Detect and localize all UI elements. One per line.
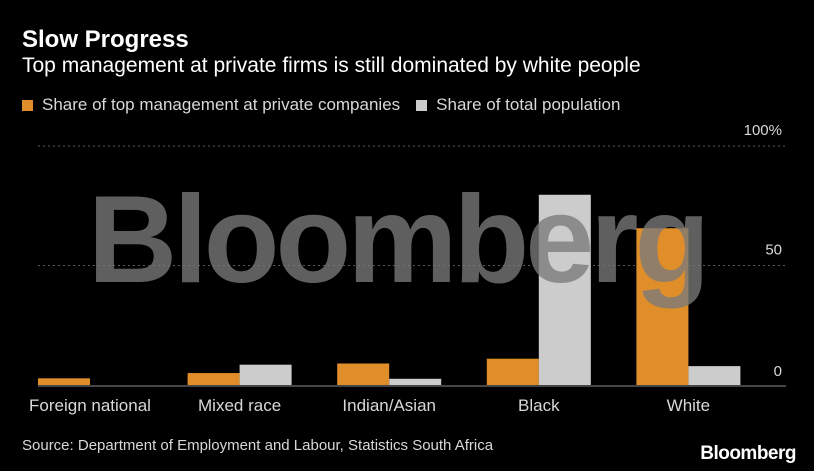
legend-item-management: Share of top management at private compa… — [22, 95, 400, 115]
gridlines: 100% 50 0 — [38, 122, 786, 387]
bar-management-white — [636, 228, 689, 385]
bar-population-white — [688, 366, 741, 385]
legend-item-population: Share of total population — [416, 95, 620, 115]
y-tick-label: 100% — [744, 122, 782, 139]
x-category-label: Mixed race — [198, 396, 281, 415]
bar-management-indian-asian — [337, 363, 390, 385]
bloomberg-watermark: Bloomberg — [88, 171, 706, 309]
bar-population-black — [538, 194, 591, 385]
x-category-label: Foreign national — [29, 396, 151, 415]
bar-population-mixed-race — [239, 364, 292, 385]
legend: Share of top management at private compa… — [22, 95, 636, 115]
category-labels: Foreign national Mixed race Indian/Asian Bl… — [29, 396, 710, 415]
y-tick-label: 50 — [765, 242, 782, 259]
bar-management-foreign-national — [38, 378, 90, 385]
bars — [38, 194, 741, 385]
bar-management-mixed-race — [187, 373, 240, 385]
legend-swatch-management — [22, 99, 33, 111]
x-category-label: Indian/Asian — [342, 396, 436, 415]
bar-population-indian-asian — [389, 378, 442, 385]
bloomberg-logo: Bloomberg — [700, 443, 796, 464]
bar-management-black — [486, 358, 539, 385]
y-tick-label: 0 — [774, 363, 782, 380]
chart-title: Slow Progress — [22, 26, 189, 53]
legend-label-population: Share of total population — [436, 95, 621, 114]
source-note: Source: Department of Employment and Lab… — [22, 437, 494, 454]
x-category-label: Black — [518, 396, 560, 415]
legend-swatch-population — [416, 99, 428, 111]
chart-subtitle: Top management at private firms is still… — [22, 54, 641, 77]
legend-label-management: Share of top management at private compa… — [42, 95, 401, 114]
x-category-label: White — [667, 396, 710, 415]
